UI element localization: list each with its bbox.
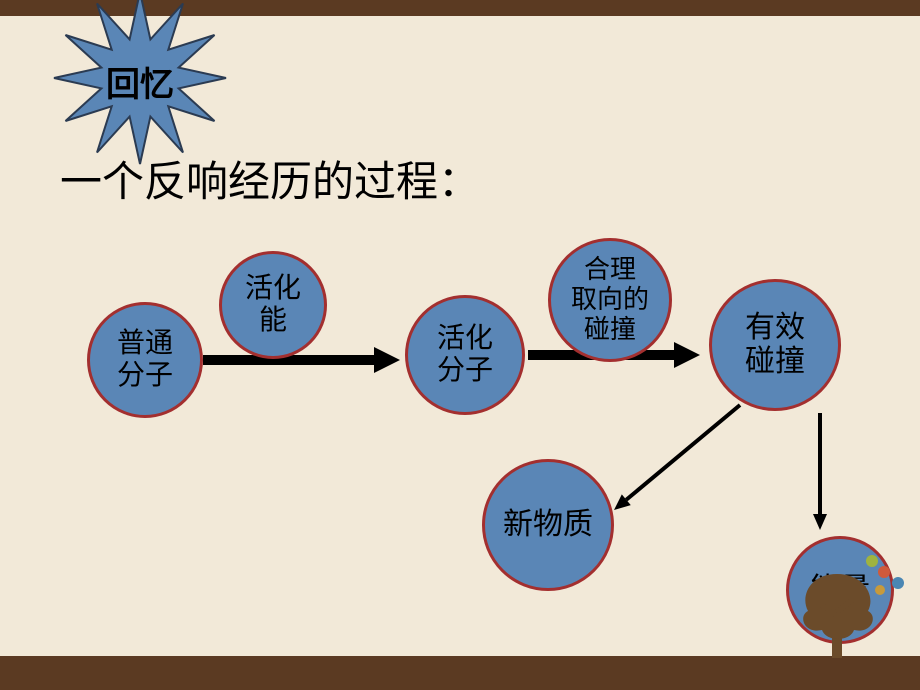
node-label-n2: 活化 能 (245, 273, 301, 337)
arrow-head-a1 (374, 347, 400, 373)
node-label-n4: 合理 取向的 碰撞 (571, 255, 649, 345)
node-n2: 活化 能 (219, 251, 327, 359)
node-n6: 新物质 (482, 459, 614, 591)
node-n4: 合理 取向的 碰撞 (548, 238, 672, 362)
slide: 回忆一个反响经历的过程：普通 分子活化 能活化 分子合理 取向的 碰撞有效 碰撞… (0, 0, 920, 690)
node-label-n3: 活化 分子 (437, 323, 493, 387)
node-label-n6: 新物质 (503, 508, 593, 543)
tree-icon (790, 556, 910, 676)
arrow-a3 (626, 405, 740, 500)
arrow-head-a4 (813, 514, 827, 530)
arrow-head-a2 (674, 342, 700, 368)
node-n3: 活化 分子 (405, 295, 525, 415)
node-label-n1: 普通 分子 (117, 328, 173, 392)
node-label-n5: 有效 碰撞 (745, 311, 805, 380)
node-n1: 普通 分子 (87, 302, 203, 418)
node-n5: 有效 碰撞 (709, 279, 841, 411)
